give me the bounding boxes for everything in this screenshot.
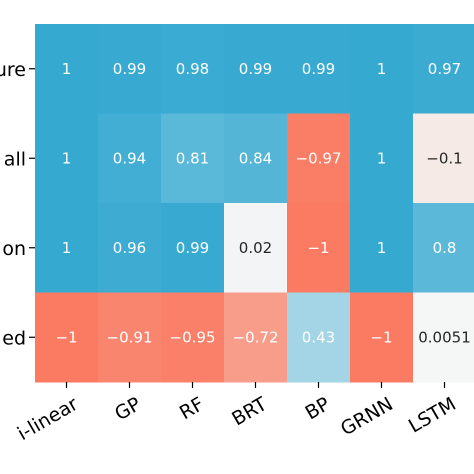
y-tick-label: ed [2, 327, 26, 349]
heatmap-cell [224, 292, 288, 383]
cell-value-label: 0.99 [239, 60, 272, 78]
y-tick-label: on [2, 238, 26, 260]
cell-value-label: 0.43 [302, 328, 335, 346]
y-tick-label: all [4, 148, 26, 170]
cell-value-label: 1 [377, 149, 387, 167]
cell-value-label: 1 [377, 239, 387, 257]
y-tick-label: ure [0, 59, 26, 81]
cell-value-label: 1 [377, 60, 387, 78]
cell-value-label: 0.98 [176, 60, 209, 78]
heatmap-cell [98, 24, 162, 114]
heatmap-cell [224, 113, 288, 204]
heatmap-cell [161, 203, 225, 293]
y-axis: ure all on ed [0, 59, 35, 349]
cell-value-label: 1 [62, 60, 72, 78]
heatmap-cell [98, 292, 162, 383]
heatmap-cell [350, 113, 414, 204]
heatmap-cell [350, 203, 414, 293]
cell-value-label: −1 [370, 328, 392, 346]
x-tick-label: RF [176, 393, 208, 424]
heatmap-cell [224, 24, 288, 114]
heatmap-cell [413, 24, 474, 114]
cell-value-label: −1 [55, 328, 77, 346]
heatmap-cell [35, 203, 99, 293]
heatmap-cell [413, 203, 474, 293]
heatmap-cell [350, 292, 414, 383]
heatmap-cell [161, 24, 225, 114]
cell-value-label: −0.1 [426, 149, 462, 167]
heatmap-cell [161, 292, 225, 383]
cell-value-label: 0.99 [113, 60, 146, 78]
x-tick-label: GRNN [337, 393, 397, 440]
heatmap-cell [287, 203, 351, 293]
cell-value-label: −0.72 [233, 328, 279, 346]
cell-value-label: 1 [62, 239, 72, 257]
heatmap-cell [287, 292, 351, 383]
x-tick-label: BP [302, 393, 334, 424]
cell-value-label: 0.84 [239, 149, 272, 167]
cell-value-label: 0.96 [113, 239, 146, 257]
cell-value-label: −0.95 [170, 328, 216, 346]
x-tick-label: BRT [228, 393, 271, 430]
cell-value-label: −0.97 [296, 149, 342, 167]
x-tick-label: LSTM [405, 393, 460, 437]
heatmap-cells [35, 24, 474, 383]
cell-value-label: −1 [307, 239, 329, 257]
x-axis: i-linear GP RF BRT BP GRNN LSTM [14, 382, 460, 445]
cell-value-label: 0.97 [428, 60, 461, 78]
heatmap-cell [35, 24, 99, 114]
cell-value-label: 0.0051 [418, 328, 471, 346]
heatmap-cell-labels: 1 0.99 0.98 0.99 0.99 1 0.971 0.94 0.81 0.84 −0.97… [55, 60, 470, 347]
x-tick-label: i-linear [14, 393, 82, 445]
cell-value-label: 1 [62, 149, 72, 167]
heatmap-cell [287, 113, 351, 204]
heatmap-cell [35, 292, 99, 383]
heatmap-cell [224, 203, 288, 293]
cell-value-label: 0.94 [113, 149, 146, 167]
cell-value-label: 0.99 [302, 60, 335, 78]
cell-value-label: 0.99 [176, 239, 209, 257]
cell-value-label: −0.91 [107, 328, 153, 346]
cell-value-label: 0.8 [433, 239, 457, 257]
heatmap-cell [98, 203, 162, 293]
cell-value-label: 0.81 [176, 149, 209, 167]
heatmap-cell [161, 113, 225, 204]
x-tick-label: GP [111, 393, 145, 425]
heatmap-cell [98, 113, 162, 204]
heatmap-cell [413, 113, 474, 204]
heatmap-cell [350, 24, 414, 114]
heatmap-cell [413, 292, 474, 383]
heatmap-cell [35, 113, 99, 204]
cell-value-label: 0.02 [239, 239, 272, 257]
heatmap-cell [287, 24, 351, 114]
